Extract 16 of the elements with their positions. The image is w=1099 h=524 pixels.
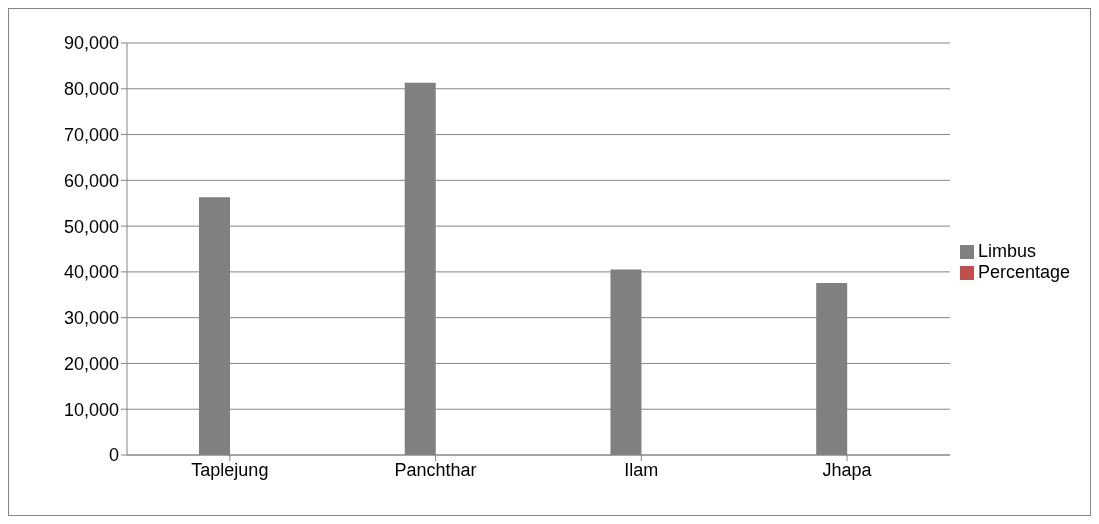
x-tick-label: Ilam <box>624 459 659 480</box>
y-tick-label: 20,000 <box>63 353 119 374</box>
y-tick-label: 10,000 <box>63 399 119 420</box>
x-tick-label: Taplejung <box>191 459 269 480</box>
x-tick-label: Panchthar <box>394 459 477 480</box>
y-tick-label: 90,000 <box>63 33 119 54</box>
y-tick-label: 70,000 <box>63 124 119 145</box>
legend-label: Percentage <box>977 262 1070 282</box>
x-tick-label: Jhapa <box>822 459 873 480</box>
y-tick-label: 0 <box>108 445 119 466</box>
y-tick-label: 60,000 <box>63 170 119 191</box>
y-tick-label: 80,000 <box>63 79 119 100</box>
y-tick-label: 40,000 <box>63 262 119 283</box>
legend-label: Limbus <box>977 241 1036 261</box>
y-tick-label: 50,000 <box>63 216 119 237</box>
y-tick-label: 30,000 <box>63 308 119 329</box>
